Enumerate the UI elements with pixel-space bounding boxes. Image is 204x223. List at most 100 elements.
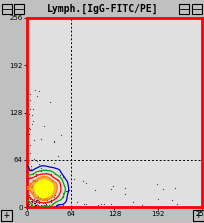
Point [40, 182, 44, 186]
Point [29, 203, 32, 207]
Point [34, 198, 38, 202]
Point [28, 195, 31, 199]
Point [32, 179, 35, 182]
Point [32, 201, 35, 205]
Point [43, 205, 46, 208]
Point [36, 179, 39, 183]
Point [27, 200, 31, 204]
Point [29, 175, 32, 178]
Point [33, 204, 37, 207]
Point [52, 195, 55, 199]
Bar [191, 4, 201, 14]
Point [33, 203, 37, 207]
Point [54, 204, 58, 208]
Point [50, 194, 54, 198]
Point [36, 195, 40, 199]
Point [36, 198, 39, 202]
Point [47, 194, 50, 198]
Point [45, 205, 49, 208]
Point [69, 184, 72, 188]
Point [39, 169, 43, 173]
Point [34, 185, 38, 189]
Point [35, 203, 38, 206]
Point [33, 201, 37, 205]
Text: +: + [3, 211, 9, 221]
Point [28, 193, 31, 197]
Point [34, 200, 38, 203]
Point [29, 190, 32, 193]
Point [26, 196, 30, 200]
Point [42, 190, 45, 194]
Point [37, 201, 40, 205]
Point [27, 112, 30, 116]
Point [37, 162, 40, 166]
Point [92, 188, 96, 191]
Bar [14, 4, 24, 14]
Point [34, 203, 38, 206]
Point [45, 180, 49, 184]
Point [35, 185, 39, 188]
Point [39, 185, 42, 188]
Point [96, 203, 99, 206]
Point [35, 196, 38, 200]
Point [32, 172, 35, 176]
Point [57, 179, 60, 182]
Point [42, 195, 45, 198]
Point [27, 200, 30, 204]
Point [32, 197, 35, 201]
Point [164, 205, 167, 209]
Point [44, 204, 48, 207]
Point [26, 172, 29, 176]
Point [30, 202, 33, 206]
Point [30, 113, 34, 117]
Point [65, 190, 69, 193]
Point [102, 202, 105, 205]
Point [57, 154, 60, 158]
Point [27, 195, 31, 198]
Point [53, 172, 56, 176]
Point [30, 183, 33, 187]
Point [42, 186, 45, 189]
Point [50, 179, 53, 182]
Point [32, 138, 35, 142]
Point [68, 189, 71, 192]
Point [48, 199, 51, 203]
Point [28, 143, 31, 147]
Point [42, 204, 45, 207]
Point [25, 192, 29, 196]
Point [30, 200, 33, 204]
Point [49, 198, 52, 202]
Point [31, 192, 34, 195]
Point [48, 200, 51, 203]
Point [34, 187, 37, 190]
Point [99, 202, 102, 206]
Point [41, 202, 45, 205]
Point [68, 204, 71, 207]
Point [51, 186, 54, 189]
Point [27, 132, 30, 136]
Point [123, 192, 126, 196]
Point [59, 133, 63, 137]
Point [52, 139, 56, 143]
Point [34, 186, 37, 189]
Point [27, 204, 31, 208]
Point [37, 194, 40, 197]
Point [30, 198, 33, 201]
Point [48, 186, 51, 189]
Point [32, 157, 35, 161]
Bar [192, 210, 203, 221]
Point [173, 186, 176, 190]
Point [50, 198, 53, 202]
Point [30, 200, 34, 204]
Point [39, 166, 42, 169]
Point [75, 200, 79, 203]
Point [34, 199, 38, 203]
Point [131, 201, 134, 204]
Point [33, 196, 37, 200]
Point [52, 161, 55, 165]
Point [47, 180, 50, 184]
Point [26, 192, 29, 195]
Point [32, 107, 35, 111]
Point [26, 165, 30, 168]
Point [29, 92, 32, 96]
